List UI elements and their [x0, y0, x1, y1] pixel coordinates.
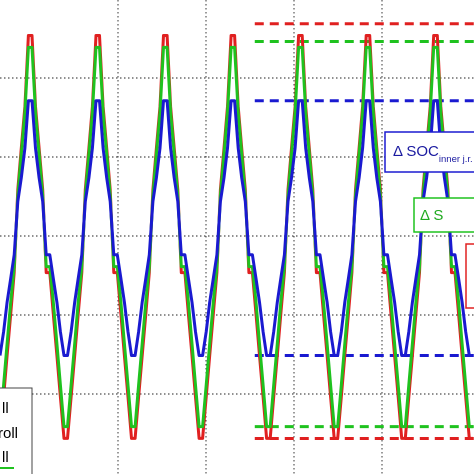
green-soc-label: Δ S — [420, 207, 443, 224]
series-layer — [0, 34, 473, 440]
legend-entry-2: roll — [0, 425, 18, 442]
legend-entry-3: ll — [2, 449, 9, 466]
green-soc-box — [413, 197, 474, 233]
green-soc-annotation: Δ S — [413, 197, 474, 233]
inner-soc-box — [384, 131, 474, 173]
inner-soc-annotation: Δ SOCinner j.r. — [384, 131, 474, 173]
legend-entry-1: ll — [2, 400, 9, 417]
inner-soc-label: Δ SOCinner j.r. — [393, 143, 473, 165]
legend-box — [0, 387, 33, 474]
series-line-3 — [0, 99, 473, 357]
legend: ll roll ll — [0, 387, 33, 474]
series-line-2 — [0, 45, 473, 429]
red-soc-box — [465, 243, 474, 309]
